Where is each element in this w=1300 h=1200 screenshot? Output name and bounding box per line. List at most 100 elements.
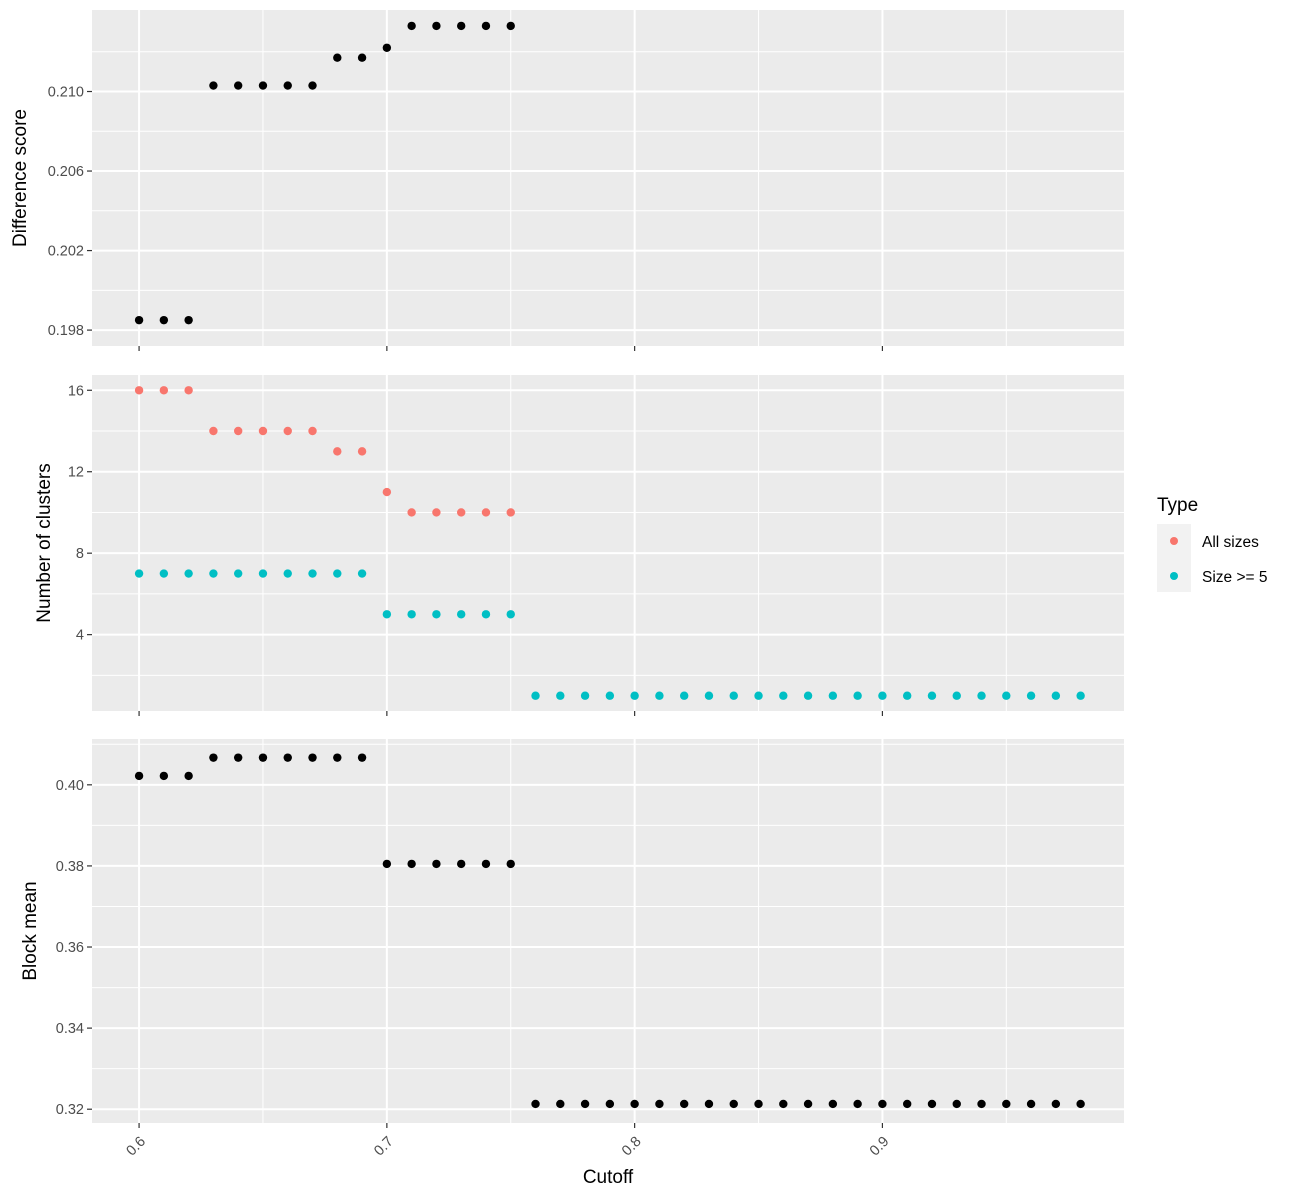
panel-grid (92, 10, 1124, 346)
data-point (902, 1099, 912, 1109)
data-point (432, 508, 441, 517)
x-axis-ticks (138, 711, 884, 716)
y-tick-label: 16 (68, 383, 84, 399)
data-point (927, 1099, 937, 1109)
y-tick-label: 0.40 (56, 778, 84, 794)
x-axis-ticks (138, 1123, 884, 1128)
data-point (357, 569, 367, 578)
data-point (456, 508, 466, 517)
data-point (704, 691, 714, 700)
data-point (1051, 691, 1061, 700)
data-point (506, 610, 515, 619)
data-point (481, 859, 491, 869)
y-axis-ticks: 0.32 0.34 0.36 0.38 0.40 (56, 778, 92, 1118)
data-point (159, 386, 169, 395)
data-point (556, 1099, 565, 1109)
data-point (531, 1099, 540, 1109)
data-point (258, 569, 268, 578)
data-point (134, 315, 144, 325)
data-point (209, 569, 218, 578)
y-tick-label: 0.210 (48, 85, 84, 101)
panel-points (134, 386, 1085, 700)
y-tick-label: 0.202 (48, 244, 84, 260)
data-point (977, 691, 986, 700)
data-point (878, 691, 887, 700)
data-point (407, 508, 416, 517)
data-point (1002, 1099, 1011, 1109)
panel-background (92, 375, 1124, 711)
data-point (580, 691, 590, 700)
data-point (308, 569, 317, 578)
data-point (233, 753, 243, 762)
y-tick-label: 0.38 (56, 859, 84, 875)
data-point (159, 771, 169, 781)
data-point (828, 691, 838, 700)
data-point (209, 753, 218, 762)
data-point (506, 859, 515, 869)
data-point (506, 21, 515, 31)
data-point (902, 691, 912, 700)
data-point (506, 508, 515, 517)
data-point (407, 859, 416, 869)
data-point (605, 1099, 615, 1109)
data-point (432, 610, 441, 619)
data-point (283, 753, 292, 762)
data-point (407, 610, 416, 619)
panel-grid (92, 739, 1124, 1123)
data-point (655, 691, 664, 700)
data-point (679, 1099, 689, 1109)
data-point (952, 1099, 961, 1109)
data-point (1026, 691, 1036, 700)
data-point (134, 569, 144, 578)
y-tick-label: 0.32 (56, 1102, 84, 1118)
data-point (828, 1099, 838, 1109)
data-point (927, 691, 937, 700)
data-point (1002, 691, 1011, 700)
y-axis-title: Number of clusters (34, 463, 55, 622)
data-point (283, 81, 292, 90)
y-tick-label: 0.34 (56, 1021, 84, 1037)
panel-number-of-clusters: 4 8 12 16 Number of clusters (34, 375, 1124, 716)
data-point (308, 81, 317, 90)
data-point (432, 859, 441, 869)
data-point (754, 691, 763, 700)
y-axis-title: Block mean (20, 881, 41, 980)
y-axis-ticks: 4 8 12 16 (68, 383, 92, 644)
data-point (357, 753, 367, 762)
data-point (382, 487, 392, 497)
legend-label-size-5: Size >= 5 (1202, 569, 1268, 586)
data-point (184, 771, 193, 781)
data-point (779, 1099, 788, 1109)
data-point (580, 1099, 590, 1109)
data-point (233, 81, 243, 90)
data-point (630, 691, 639, 700)
data-point (209, 426, 218, 436)
data-point (283, 426, 292, 436)
data-point (134, 386, 144, 395)
legend-key-size-5 (1170, 572, 1178, 580)
legend: Type All sizes Size >= 5 (1157, 495, 1268, 592)
data-point (754, 1099, 763, 1109)
data-point (630, 1099, 639, 1109)
data-point (853, 1099, 862, 1109)
data-point (233, 426, 243, 436)
panel-block-mean: 0.32 0.34 0.36 0.38 0.40 Block mean (20, 739, 1124, 1128)
data-point (1026, 1099, 1036, 1109)
data-point (432, 21, 441, 31)
data-point (655, 1099, 664, 1109)
data-point (456, 21, 466, 31)
data-point (308, 753, 317, 762)
data-point (233, 569, 243, 578)
x-axis-title: Cutoff (583, 1167, 634, 1188)
x-axis-ticks (138, 346, 884, 351)
data-point (1076, 1099, 1085, 1109)
data-point (679, 691, 689, 700)
data-point (531, 691, 540, 700)
data-point (729, 691, 738, 700)
panel-points (134, 753, 1085, 1109)
data-point (704, 1099, 714, 1109)
data-point (952, 691, 961, 700)
legend-label-all-sizes: All sizes (1202, 534, 1259, 551)
data-point (283, 569, 292, 578)
